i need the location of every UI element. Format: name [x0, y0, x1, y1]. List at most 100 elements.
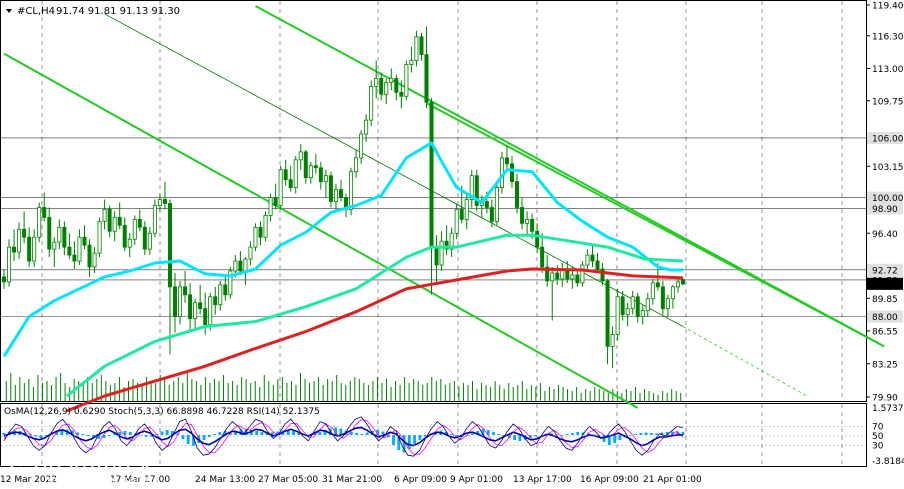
time-axis: 12 Mar 2022 17 Mar 17:00 24 Mar 13:00 27 Ma… — [0, 475, 702, 485]
osma-bar-67 — [355, 433, 359, 435]
osma-bar-52 — [276, 431, 280, 435]
candle-body-86 — [434, 246, 439, 266]
osma-bar-98 — [518, 435, 522, 441]
candle-body-3 — [17, 228, 22, 253]
osma-bar-56 — [297, 432, 301, 435]
candle-body-26 — [132, 218, 137, 240]
ohlc-label: 91.74 91.81 91.13 91.30 — [56, 6, 180, 17]
candle-body-129 — [650, 282, 655, 300]
candle-body-82 — [414, 36, 419, 61]
indicator-label: OsMA(12,26,9) 0.6290 Stoch(5,3,3) 66.889… — [4, 407, 320, 417]
osma-bar-30 — [160, 431, 164, 435]
candle-body-19 — [97, 220, 102, 254]
candle-body-135 — [681, 279, 686, 285]
time-tick-label-2: 24 Mar 13:00 — [195, 475, 255, 485]
osma-bar-61 — [323, 430, 327, 435]
osma-bar-77 — [407, 435, 411, 449]
ind-tick-label-0: 1.5737 — [872, 404, 904, 414]
ind-tick-label-3: 30 — [872, 442, 884, 452]
osma-bar-115 — [607, 435, 611, 445]
osma-bar-59 — [313, 433, 316, 435]
osma-bar-26 — [139, 435, 143, 436]
candle-body-117 — [590, 254, 595, 262]
candle-body-59 — [298, 151, 303, 161]
osma-bar-90 — [476, 431, 480, 435]
osma-bar-119 — [628, 435, 632, 436]
osma-bar-36 — [192, 435, 195, 446]
candle-body-110 — [555, 272, 560, 280]
candle-body-131 — [660, 286, 665, 310]
watermark-tagline: Instant Forex Trading — [44, 473, 160, 486]
osma-bar-73 — [386, 435, 390, 438]
osma-bar-11 — [60, 430, 64, 435]
candle-body-80 — [404, 64, 409, 97]
candle-body-115 — [580, 264, 585, 284]
osma-bar-124 — [655, 433, 659, 435]
candle-body-121 — [610, 334, 615, 347]
candle-body-128 — [645, 298, 650, 312]
price-tick-label-14: 86.55 — [872, 328, 898, 338]
candle-body-31 — [157, 199, 162, 206]
osma-bar-121 — [639, 433, 643, 435]
candle-body-39 — [198, 302, 203, 310]
candle-body-57 — [288, 179, 293, 189]
candle-body-0 — [2, 276, 7, 283]
osma-bar-78 — [413, 435, 416, 444]
candle-body-36 — [183, 286, 188, 296]
channel-extension-3 — [682, 326, 809, 398]
candle-body-21 — [107, 209, 112, 232]
candle-body-12 — [62, 226, 67, 248]
candle-body-16 — [82, 236, 87, 246]
candle-body-34 — [173, 286, 178, 318]
candle-body-107 — [540, 246, 545, 268]
osma-bar-116 — [613, 435, 616, 443]
price-tick-label-8: 96.40 — [872, 230, 898, 240]
osma-bar-112 — [592, 434, 595, 435]
candle-body-102 — [515, 181, 520, 208]
osma-bar-101 — [534, 435, 538, 437]
price-tick-label-15: 83.25 — [872, 360, 898, 370]
price-tick-label-7: 98.90 — [872, 205, 898, 215]
candle-body-65 — [328, 175, 333, 202]
osma-bar-37 — [197, 435, 201, 443]
osma-bar-7 — [39, 435, 43, 438]
candle-body-78 — [394, 78, 399, 93]
candle-body-52 — [263, 214, 268, 238]
candle-body-88 — [444, 240, 449, 250]
candle-body-118 — [595, 260, 600, 270]
time-tick-label-9: 21 Apr 01:00 — [643, 475, 702, 485]
candle-body-44 — [223, 284, 228, 296]
candle-body-84 — [424, 54, 429, 103]
osma-bar-18 — [97, 435, 101, 439]
price-tick-label-16: 79.90 — [872, 394, 898, 404]
price-tick-label-2: 113.00 — [872, 65, 904, 75]
osma-bar-51 — [271, 432, 274, 435]
osma-bar-68 — [360, 434, 364, 435]
osma-bar-108 — [571, 433, 574, 435]
dropdown-triangle-icon[interactable] — [6, 9, 12, 13]
candle-body-24 — [122, 224, 127, 248]
osma-bar-22 — [118, 432, 122, 435]
osma-bar-79 — [418, 435, 422, 440]
candle-body-92 — [464, 199, 469, 220]
candle-body-70 — [354, 157, 359, 173]
osma-bar-15 — [81, 434, 85, 435]
candle-body-87 — [439, 240, 444, 266]
osma-bar-20 — [107, 435, 111, 436]
osma-bar-44 — [234, 430, 237, 435]
osma-bar-49 — [260, 432, 264, 435]
candle-body-14 — [72, 254, 77, 262]
instaforex-logo-icon — [9, 447, 39, 477]
candle-body-73 — [369, 85, 374, 121]
osma-bar-4 — [23, 432, 27, 435]
candle-body-100 — [504, 157, 509, 165]
price-tick-label-6: 100.00 — [872, 194, 904, 204]
osma-bar-16 — [86, 435, 90, 436]
osma-bar-125 — [660, 432, 664, 435]
candle-body-40 — [203, 308, 208, 325]
osma-bar-129 — [681, 431, 685, 435]
price-axis: 119.40 116.30 113.00 109.75 106.00 103.15 100.… — [866, 2, 904, 404]
candle-body-38 — [193, 302, 198, 320]
candle-body-46 — [233, 260, 238, 272]
